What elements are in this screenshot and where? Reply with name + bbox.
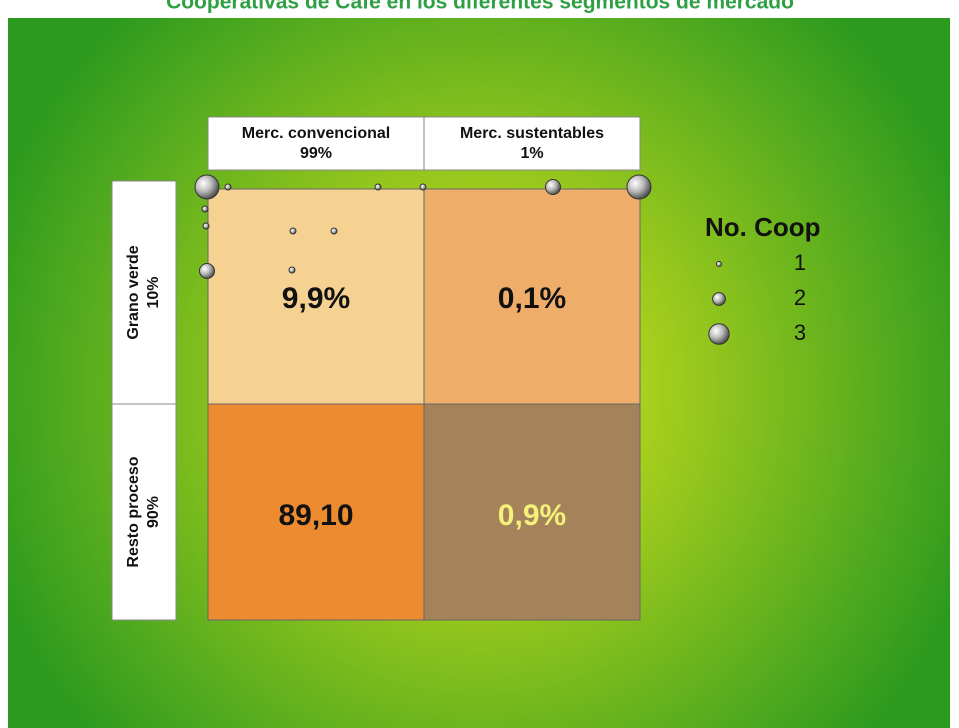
- bubble: [545, 179, 561, 195]
- bubble: [330, 227, 338, 235]
- legend-label: 2: [794, 285, 806, 310]
- row-label: Grano verde: [125, 245, 142, 339]
- row-label: Resto proceso: [125, 456, 142, 567]
- row-header: [111, 180, 177, 405]
- cell-value: 0,1%: [498, 282, 566, 315]
- legend-symbol: [715, 260, 723, 268]
- bubble: [199, 263, 215, 279]
- cell-value: 89,10: [278, 499, 353, 532]
- row-share: 90%: [145, 496, 162, 528]
- row-header: [111, 403, 177, 621]
- bubble: [194, 174, 220, 200]
- legend-label: 3: [794, 320, 806, 345]
- title: Cooperativas de Café en los diferentes s…: [166, 0, 794, 14]
- legend-title: No. Coop: [705, 212, 821, 242]
- legend-symbol: [708, 323, 730, 345]
- cell-value: 0,9%: [498, 499, 566, 532]
- cell: [207, 403, 425, 621]
- legend-symbol: [712, 292, 726, 306]
- bubble: [202, 222, 210, 230]
- column-label: Merc. sustentables: [460, 125, 604, 142]
- bubble: [288, 266, 296, 274]
- cell: [207, 188, 425, 405]
- column-share: 1%: [520, 145, 543, 162]
- row-share: 10%: [145, 276, 162, 308]
- bubble: [224, 183, 232, 191]
- bubble: [626, 174, 652, 200]
- column-label: Merc. convencional: [242, 125, 391, 142]
- column-header: [207, 116, 425, 171]
- column-share: 99%: [300, 145, 332, 162]
- bubble: [289, 227, 297, 235]
- bubble: [419, 183, 427, 191]
- column-header: [423, 116, 641, 171]
- cell: [423, 403, 641, 621]
- bubble: [374, 183, 382, 191]
- bubble: [201, 205, 209, 213]
- cell-value: 9,9%: [282, 282, 350, 315]
- cell: [423, 188, 641, 405]
- legend-label: 1: [794, 250, 806, 275]
